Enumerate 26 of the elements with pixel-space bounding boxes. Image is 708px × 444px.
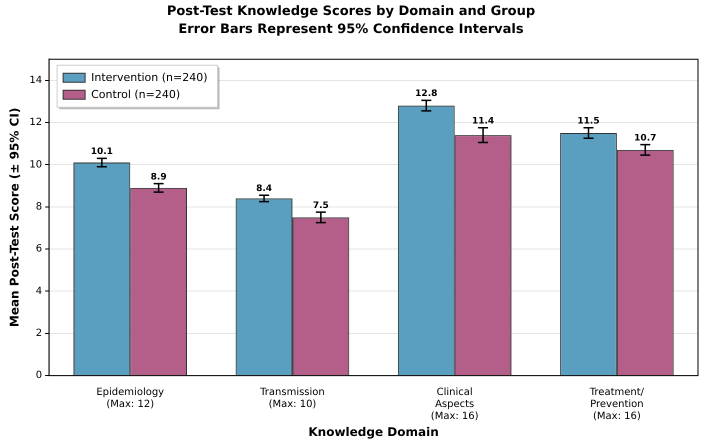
data-label: 8.4 bbox=[256, 184, 272, 194]
x-tick-label: Epidemiology (Max: 12) bbox=[96, 387, 164, 410]
data-label: 10.7 bbox=[634, 133, 656, 144]
x-tick-label: Clinical Aspects (Max: 16) bbox=[430, 387, 479, 422]
y-tick-label: 4 bbox=[36, 286, 42, 297]
x-tick-label: Transmission (Max: 10) bbox=[259, 387, 325, 410]
x-tick-label: Treatment/ Prevention (Max: 16) bbox=[588, 387, 645, 422]
y-axis-title: Mean Post-Test Score (± 95% CI) bbox=[7, 108, 22, 328]
y-tick-label: 10 bbox=[29, 159, 42, 170]
y-tick-label: 0 bbox=[36, 370, 42, 382]
y-tick-label: 12 bbox=[29, 117, 42, 128]
chart-title: Post-Test Knowledge Scores by Domain and Group bbox=[166, 4, 536, 20]
legend-label: Control (n=240) bbox=[91, 88, 180, 102]
y-tick-label: 6 bbox=[36, 244, 42, 255]
data-label: 11.5 bbox=[577, 116, 600, 127]
data-label: 10.1 bbox=[90, 147, 113, 158]
data-label: 11.4 bbox=[472, 116, 494, 127]
x-axis-title: Knowledge Domain bbox=[308, 424, 439, 439]
data-label: 8.9 bbox=[150, 172, 167, 182]
y-tick-label: 2 bbox=[36, 328, 42, 340]
y-tick-label: 8 bbox=[36, 201, 42, 212]
chart-subtitle: Error Bars Represent 95% Confidence Intervals bbox=[178, 22, 524, 37]
data-label: 12.8 bbox=[415, 89, 438, 100]
y-tick-label: 14 bbox=[29, 74, 42, 86]
legend-label: Intervention (n=240) bbox=[91, 71, 208, 84]
data-label: 7.5 bbox=[312, 200, 329, 211]
